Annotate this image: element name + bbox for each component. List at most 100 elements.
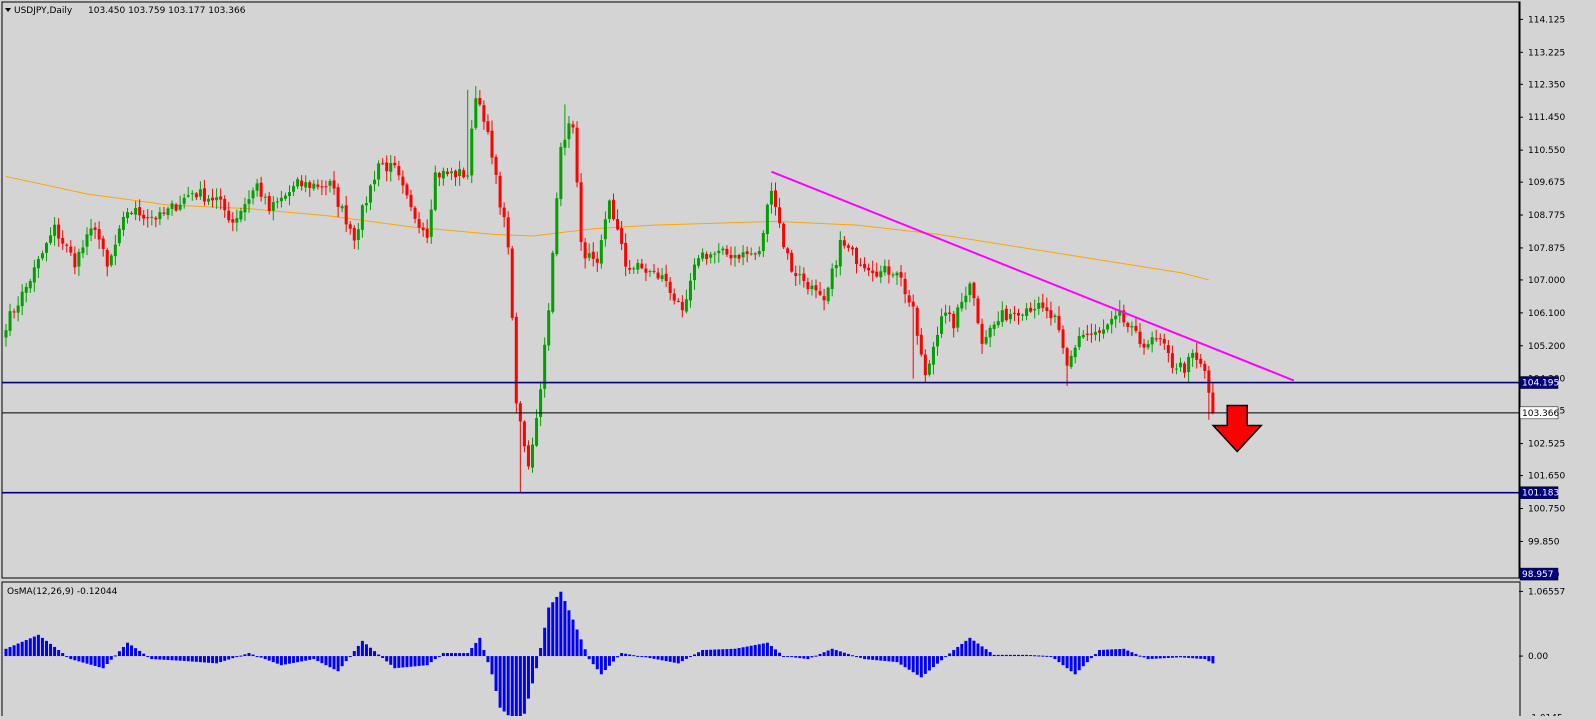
candle [4, 323, 8, 347]
osma-bar [798, 656, 802, 659]
candle-body [279, 197, 283, 202]
candle [551, 250, 555, 314]
candle-body [478, 97, 482, 105]
candle [810, 279, 814, 296]
osma-title: OsMA(12,26,9) -0.12044 [7, 587, 118, 597]
osma-bar [417, 656, 421, 666]
candle [684, 289, 688, 314]
candle-body [348, 224, 352, 229]
osma-bar [721, 649, 725, 657]
osma-histogram [4, 591, 1215, 720]
candle [417, 212, 421, 234]
candle [1065, 346, 1069, 386]
trendline [771, 170, 1295, 382]
candle-body [89, 228, 93, 236]
candle-body [397, 166, 401, 176]
osma-bar [174, 656, 178, 661]
osma-bar [575, 629, 579, 657]
osma-bar [8, 647, 12, 657]
candle-body [595, 258, 599, 263]
osma-bar [607, 656, 611, 666]
candle-body [121, 216, 125, 230]
osma-bar [1098, 650, 1101, 657]
candle [219, 188, 223, 210]
candle [725, 245, 729, 258]
candle [1170, 345, 1174, 374]
candle-body [255, 183, 259, 191]
osma-bar [93, 656, 97, 666]
osma-bar [207, 656, 210, 663]
osma-bar [215, 656, 219, 664]
osma-bar [705, 649, 709, 657]
osma-bar [741, 647, 745, 657]
candle-body [389, 163, 393, 172]
candle [591, 242, 595, 267]
osma-bar [1162, 656, 1166, 659]
price-axis-label: 114.125 [1528, 15, 1565, 25]
osma-bar [267, 656, 271, 661]
candle [510, 245, 514, 321]
trendline-layer[interactable] [771, 170, 1295, 382]
osma-bar [126, 642, 129, 657]
candle [944, 304, 948, 324]
arrow-layer[interactable] [1211, 404, 1263, 453]
osma-bar [360, 640, 364, 657]
candle [93, 222, 97, 239]
candle-body [85, 234, 89, 247]
candle-body [757, 251, 761, 255]
candle-body [753, 253, 757, 255]
candle [713, 251, 717, 264]
candle-body [20, 291, 24, 307]
osma-axis-label: 1.06557 [1528, 587, 1565, 597]
osma-bar [296, 656, 300, 663]
osma-bar [531, 656, 534, 684]
candle-body [1033, 308, 1037, 311]
osma-bar [377, 654, 381, 657]
osma-bar [810, 656, 814, 658]
candle [53, 217, 57, 246]
osma-bar [450, 653, 453, 657]
candle-body [154, 217, 158, 220]
candle-body [911, 301, 915, 307]
osma-bar [1118, 648, 1122, 657]
candle-body [308, 182, 312, 189]
candle-body [992, 324, 996, 329]
candle-body [1166, 345, 1170, 354]
candle-body [741, 252, 745, 258]
osma-bar [923, 656, 927, 674]
candle [316, 179, 320, 190]
osma-bar [1114, 649, 1118, 657]
candle-body [846, 245, 850, 248]
candle [790, 249, 794, 273]
price-labels: 104.195 103.366 101.183 98.957 [1519, 376, 1559, 581]
candle-body [73, 253, 77, 268]
osma-bar [927, 656, 931, 671]
horizontal-lines-layer[interactable] [2, 381, 1519, 494]
osma-bar [919, 656, 923, 678]
osma-bar [899, 656, 903, 665]
osma-bar [931, 656, 935, 668]
osma-bar [1073, 656, 1077, 675]
down-arrow-icon [1211, 404, 1263, 453]
candle-body [587, 253, 591, 258]
collapse-triangle-icon[interactable] [5, 8, 11, 12]
candle [57, 218, 61, 247]
candle-body [850, 247, 854, 250]
candle [1037, 296, 1041, 315]
osma-bar [429, 656, 433, 663]
candle-body [445, 171, 449, 175]
osma-bar [425, 656, 429, 666]
price-label-text: 101.183 [1522, 489, 1559, 499]
candle [931, 341, 935, 375]
candle [923, 349, 927, 384]
candle [867, 263, 871, 277]
osma-bar [1081, 656, 1085, 667]
candle [1021, 313, 1025, 321]
candle [1069, 350, 1073, 369]
osma-bar [506, 656, 510, 716]
price-label-text: 103.366 [1522, 409, 1559, 419]
candle [85, 227, 89, 256]
candle-body [996, 321, 1000, 326]
candle-body [599, 239, 603, 264]
